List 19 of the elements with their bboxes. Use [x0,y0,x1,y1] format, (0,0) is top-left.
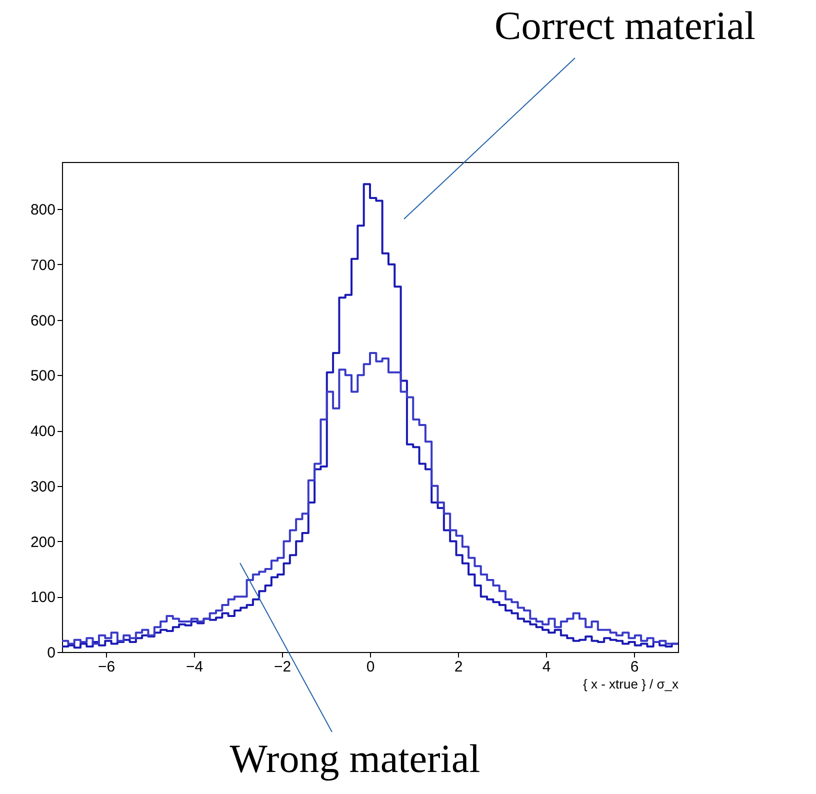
y-tick-label: 600 [30,312,56,330]
text: Wrong material [230,736,480,781]
y-tick-label: 200 [30,534,56,551]
y-tick-label: 500 [30,368,56,385]
y-tick-label: 100 [30,589,56,606]
text: Correct material [494,3,756,48]
x-tick-label: 2 [454,658,463,676]
y-tick-label: 400 [30,423,56,440]
y-tick-label: 0 [47,644,56,662]
x-tick-label: −4 [186,658,204,676]
y-tick-label: 300 [30,478,56,496]
x-tick-label: 4 [542,658,551,676]
y-tick-label: 800 [30,202,56,219]
y-tick-label: 700 [30,256,56,274]
x-tick-label: 0 [366,658,375,676]
x-axis-title: { x - xtrue } / σ_x [583,676,679,692]
x-tick-label: −6 [98,658,116,676]
x-tick-label: 6 [630,658,639,676]
x-tick-label: −2 [274,658,292,676]
